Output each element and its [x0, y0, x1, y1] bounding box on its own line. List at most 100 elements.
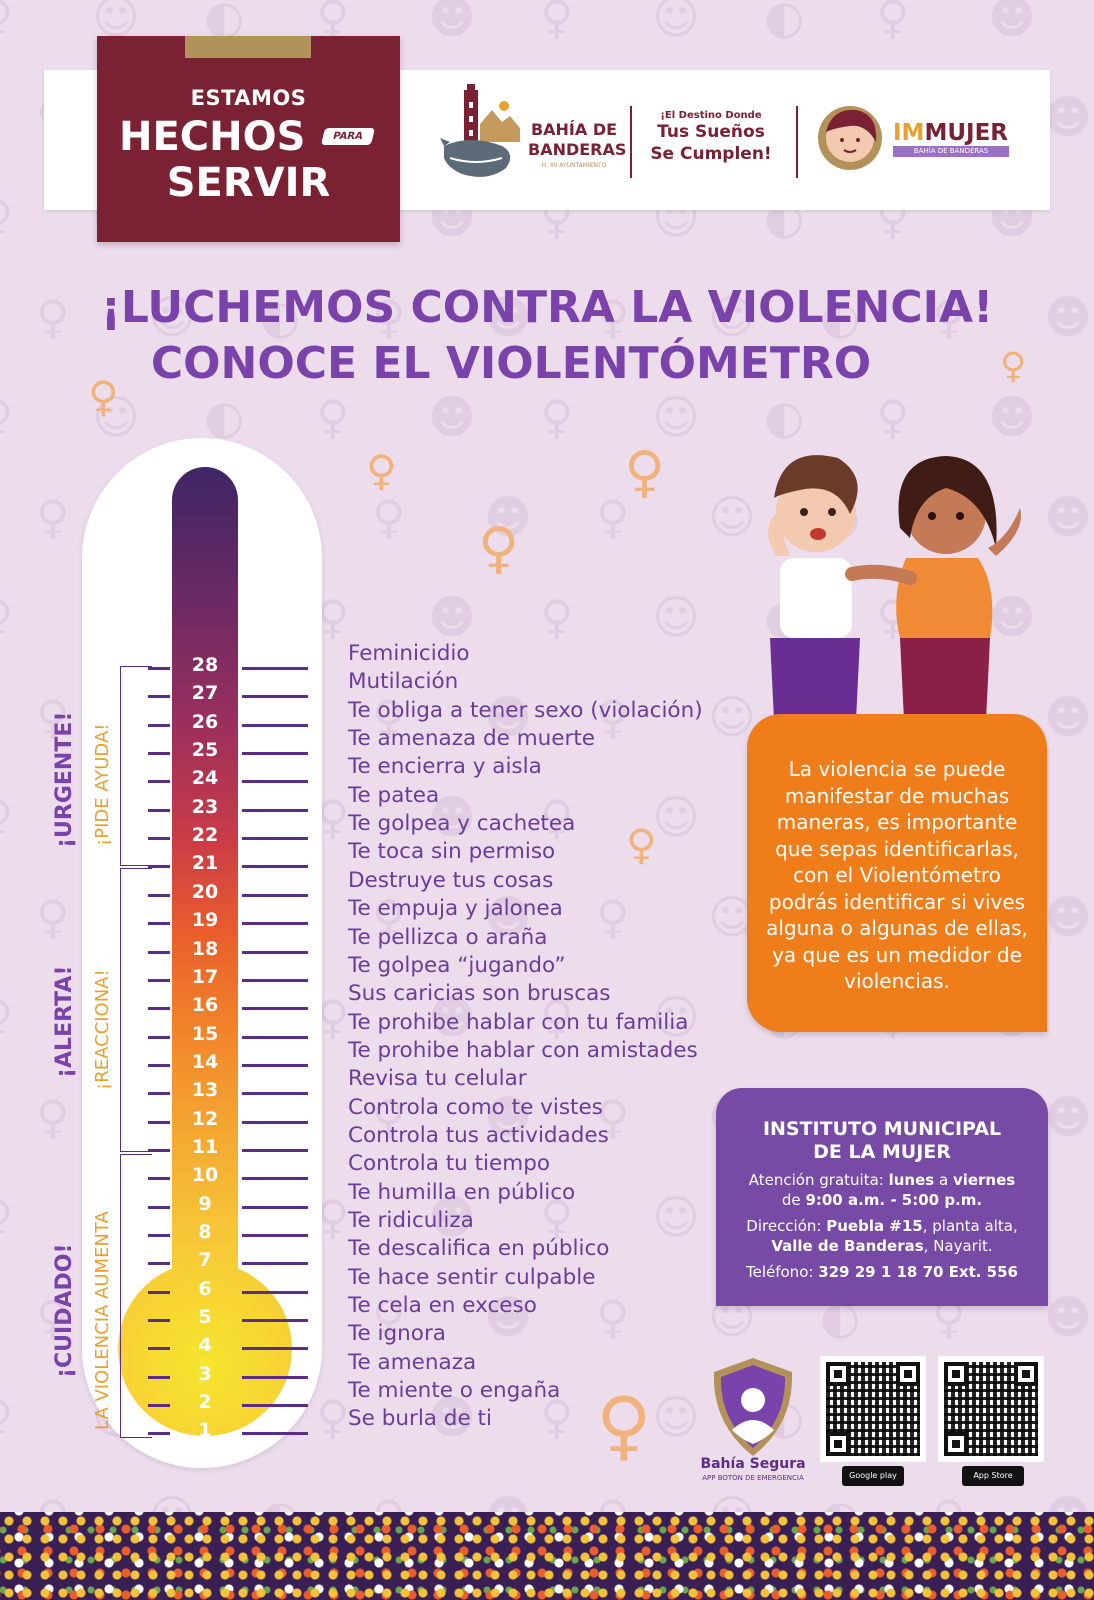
qr-code-app-store[interactable]: [938, 1356, 1044, 1462]
pattern-glyph: ☻: [428, 590, 476, 644]
level-number: 10: [191, 1164, 219, 1187]
google-play-badge[interactable]: Google play: [842, 1466, 904, 1486]
violence-item: Te cela en exceso: [348, 1293, 537, 1319]
venus-icon: ♀: [478, 516, 520, 581]
slogan-line1: HECHOS: [119, 114, 306, 160]
scale-tick-left: [148, 1120, 170, 1124]
qr-code-google-play[interactable]: [820, 1356, 926, 1462]
scale-tick-right: [242, 1375, 308, 1379]
scale-tick-left: [148, 1007, 170, 1011]
pattern-glyph: ♀: [36, 1090, 70, 1144]
pattern-glyph: ☺: [148, 290, 196, 344]
zone-cuidado-label: ¡CUIDADO!: [52, 1243, 77, 1378]
venus-icon: ♀: [596, 1380, 652, 1469]
pattern-glyph: ☻: [428, 390, 476, 444]
violence-item: Feminicidio: [348, 641, 470, 666]
pattern-glyph: ☻: [1044, 90, 1092, 144]
pattern-glyph: ♀: [540, 0, 574, 44]
divider: [630, 106, 632, 178]
pattern-glyph: ☺: [652, 1390, 700, 1444]
violence-item: Destruye tus cosas: [348, 867, 554, 893]
level-number: 14: [191, 1050, 219, 1073]
pattern-glyph: ♀: [372, 690, 406, 744]
pattern-glyph: ♀: [372, 490, 406, 544]
zone-reacciona-label: ¡REACCIONA!: [92, 969, 113, 1090]
violence-item: Te humilla en público: [348, 1179, 576, 1205]
pattern-glyph: ♀: [540, 990, 574, 1044]
pattern-glyph: ♀: [36, 690, 70, 744]
violence-item: Se burla de ti: [348, 1406, 492, 1432]
bahia-sub: H. XII AYUNTAMIENTO: [541, 162, 607, 169]
scale-tick-left: [148, 1177, 170, 1181]
scale-tick-right: [242, 1177, 308, 1181]
violence-item: Controla como te vistes: [348, 1094, 603, 1120]
scale-tick-left: [148, 922, 170, 926]
pattern-glyph: ☺: [652, 0, 700, 44]
scale-tick-right: [242, 922, 308, 926]
divider: [796, 106, 798, 178]
pattern-glyph: ♀: [372, 890, 406, 944]
level-number: 8: [198, 1221, 212, 1243]
violence-item: Controla tus actividades: [348, 1122, 609, 1148]
venus-icon: ♀: [624, 440, 666, 505]
level-number: 21: [191, 852, 219, 875]
bahia-whale-church-icon: [440, 84, 520, 177]
scale-tick-left: [148, 1375, 170, 1379]
violence-item: Te obliga a tener sexo (violación): [348, 697, 703, 723]
pattern-glyph: ☻: [1044, 290, 1092, 344]
violence-item: Te toca sin permiso: [348, 839, 556, 865]
violence-item: Te hace sentir culpable: [348, 1264, 596, 1290]
scale-tick-right: [242, 695, 308, 699]
pattern-glyph: ◐: [764, 390, 805, 444]
pattern-glyph: ☻: [1044, 890, 1092, 944]
scale-tick-left: [148, 1063, 170, 1067]
slogan-tab: [185, 36, 311, 58]
institute-title-1: INSTITUTO MUNICIPAL: [762, 1118, 1002, 1140]
pattern-glyph: ♀: [36, 490, 70, 544]
pattern-glyph: ♀: [540, 390, 574, 444]
scale-tick-left: [148, 1347, 170, 1351]
destino-line2: Se Cumplen!: [650, 144, 772, 164]
scale-tick-left: [148, 723, 170, 727]
pattern-glyph: ☻: [428, 1390, 476, 1444]
pattern-glyph: ♀: [0, 790, 14, 844]
app-store-badge[interactable]: App Store: [962, 1466, 1024, 1486]
pattern-glyph: ♀: [932, 290, 966, 344]
scale-tick-right: [242, 1432, 308, 1436]
scale-tick-left: [148, 1290, 170, 1294]
pattern-glyph: ☻: [484, 1290, 532, 1344]
pattern-glyph: ◐: [820, 290, 861, 344]
scale-tick-right: [242, 1035, 308, 1039]
scale-tick-left: [148, 1432, 170, 1436]
scale-tick-left: [148, 1035, 170, 1039]
pattern-glyph: ☻: [484, 1090, 532, 1144]
pattern-glyph: ♀: [0, 1390, 14, 1444]
immujer-woman-icon: [818, 106, 882, 170]
level-number: 1: [198, 1419, 212, 1442]
pattern-glyph: ◐: [204, 390, 245, 444]
scale-tick-right: [242, 1319, 308, 1323]
violence-item: Te prohibe hablar con tu familia: [348, 1009, 689, 1035]
level-number: 25: [191, 739, 219, 762]
pattern-glyph: ♀: [540, 1190, 574, 1244]
level-number: 20: [191, 880, 219, 903]
pattern-glyph: ☺: [652, 790, 700, 844]
scale-tick-right: [242, 1120, 308, 1124]
scale-tick-left: [148, 752, 170, 756]
level-number: 27: [191, 682, 219, 705]
scale-tick-left: [148, 1205, 170, 1209]
app-subtitle: APP BOTÓN DE EMERGENCIA: [702, 1474, 804, 1482]
level-number: 18: [191, 937, 219, 960]
pattern-glyph: ☻: [428, 1190, 476, 1244]
scale-tick-right: [242, 1234, 308, 1237]
scale-tick-left: [148, 1092, 170, 1096]
bahia-name: BAHÍA DE BANDERAS: [528, 120, 627, 159]
scale-tick-left: [148, 1319, 170, 1323]
page-subtitle: CONOCE EL VIOLENTÓMETRO: [150, 338, 872, 389]
pattern-glyph: ♀: [876, 390, 910, 444]
pattern-glyph: ♀: [0, 590, 14, 644]
slogan-box: ESTAMOS HECHOS PARA SERVIR: [97, 36, 400, 242]
pattern-glyph: ☻: [1044, 690, 1092, 744]
page-title: ¡LUCHEMOS CONTRA LA VIOLENCIA!: [100, 282, 994, 333]
scale-tick-right: [242, 837, 308, 841]
